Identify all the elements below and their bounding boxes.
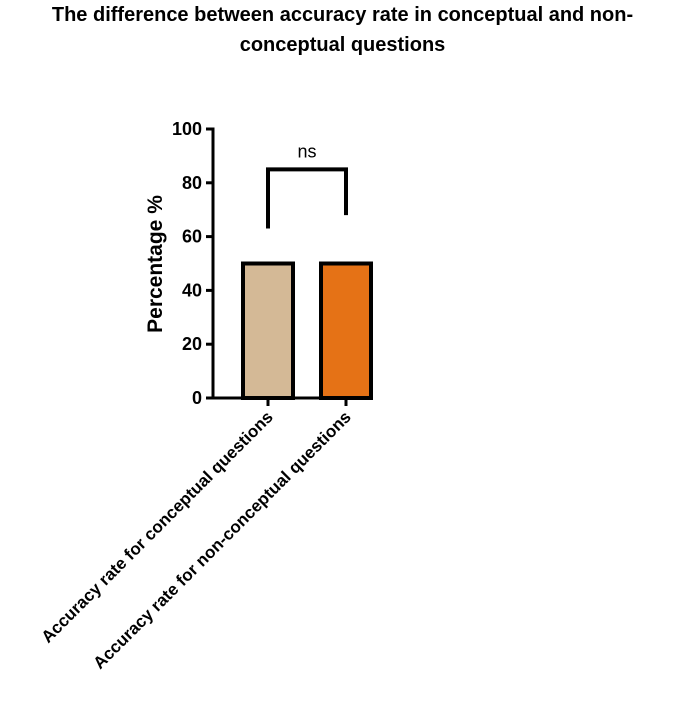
x-tick-labels: Accuracy rate for conceptual questionsAc… bbox=[38, 407, 355, 672]
chart-title-line-1: The difference between accuracy rate in … bbox=[51, 4, 634, 26]
y-tick-label-80: 80 bbox=[182, 173, 202, 193]
y-tick-label-100: 100 bbox=[172, 119, 202, 139]
y-axis-label: Percentage % bbox=[144, 195, 167, 333]
significance-line bbox=[266, 167, 348, 229]
bar-2 bbox=[319, 261, 373, 400]
bars bbox=[241, 261, 373, 400]
y-tick-label-0: 0 bbox=[192, 388, 202, 408]
significance-bracket: ns bbox=[266, 141, 348, 229]
bar-1 bbox=[241, 261, 295, 400]
significance-label: ns bbox=[297, 141, 316, 161]
y-tick-label-20: 20 bbox=[182, 334, 202, 354]
y-tick-label-60: 60 bbox=[182, 227, 202, 247]
y-tick-label-40: 40 bbox=[182, 280, 202, 300]
chart-title-line-2: conceptual questions bbox=[239, 34, 446, 56]
chart-title: The difference between accuracy rate in … bbox=[0, 0, 685, 60]
x-tick-label-2: Accuracy rate for non-conceptual questio… bbox=[90, 407, 355, 672]
y-axis: 0 20 40 60 80 100 bbox=[172, 119, 215, 408]
